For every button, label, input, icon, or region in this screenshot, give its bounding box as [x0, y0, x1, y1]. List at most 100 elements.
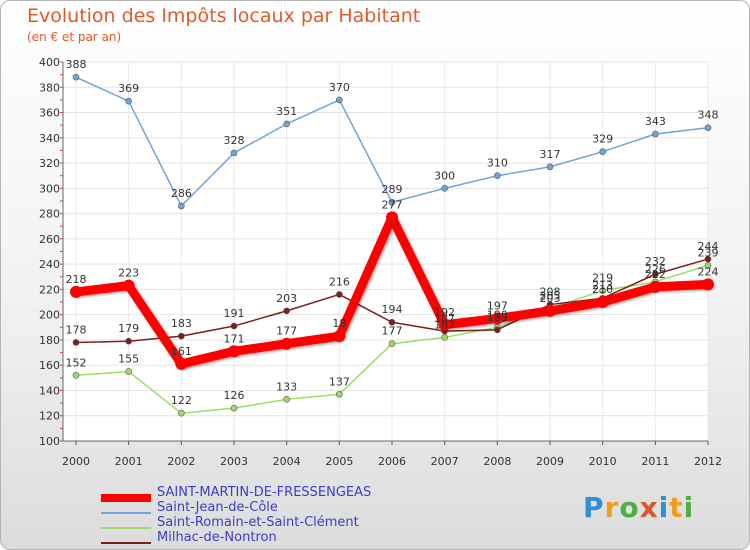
- data-point: [704, 262, 712, 269]
- data-label: 328: [224, 134, 245, 147]
- legend-label: Saint-Romain-et-Saint-Clément: [157, 515, 359, 530]
- legend-label: Saint-Jean-de-Côle: [157, 500, 278, 515]
- plot-area: [63, 62, 708, 441]
- data-point: [283, 396, 290, 403]
- data-point: [333, 330, 346, 343]
- data-point: [386, 211, 398, 224]
- data-label: 370: [329, 81, 350, 94]
- data-label: 329: [592, 133, 613, 146]
- data-label: 190: [487, 308, 508, 321]
- data-point: [494, 326, 501, 334]
- legend-swatch-saint-romain: [101, 527, 151, 529]
- y-tick-label: 180: [39, 334, 60, 347]
- data-point: [230, 404, 238, 412]
- legend-swatch-saint-martin: [101, 494, 151, 502]
- data-point: [178, 332, 185, 340]
- data-label: 205: [540, 289, 561, 302]
- y-tick-label: 400: [39, 56, 60, 69]
- data-label: 388: [66, 58, 87, 71]
- data-label: 224: [698, 265, 719, 278]
- data-point: [70, 285, 82, 298]
- data-point: [72, 372, 80, 379]
- x-tick-label: 2003: [220, 455, 248, 468]
- data-label: 317: [540, 148, 561, 161]
- data-point: [438, 318, 451, 331]
- y-tick-label: 380: [39, 81, 60, 94]
- data-label: 161: [171, 345, 192, 358]
- x-tick-label: 2005: [325, 455, 353, 468]
- chart-title: Evolution des Impôts locaux par Habitant: [27, 5, 421, 27]
- x-tick-label: 2006: [378, 455, 406, 468]
- data-point: [388, 340, 396, 348]
- data-label: 216: [329, 275, 350, 288]
- y-tick-label: 240: [39, 258, 60, 271]
- data-label: 133: [276, 380, 297, 393]
- data-point: [122, 279, 135, 292]
- chart-subtitle: (en € et par an): [27, 30, 122, 44]
- data-label: 194: [382, 303, 403, 316]
- y-tick-label: 280: [39, 208, 60, 221]
- data-point: [388, 318, 396, 326]
- data-point: [283, 120, 290, 128]
- data-label: 239: [698, 246, 719, 259]
- data-point: [72, 339, 80, 346]
- data-point: [441, 334, 448, 341]
- legend-label: Milhac-de-Nontron: [157, 530, 277, 545]
- data-label: 244: [698, 240, 719, 253]
- y-tick-label: 260: [39, 233, 60, 246]
- data-point: [652, 270, 659, 278]
- y-tick-label: 340: [39, 132, 60, 145]
- x-tick-label: 2008: [483, 455, 511, 468]
- legend-swatch-saint-jean: [101, 512, 151, 514]
- data-label: 155: [118, 353, 139, 366]
- data-label: 187: [434, 312, 455, 325]
- data-point: [230, 149, 238, 157]
- data-point: [649, 280, 662, 293]
- y-tick-label: 320: [39, 157, 60, 170]
- data-point: [125, 368, 132, 375]
- data-point: [596, 296, 609, 309]
- data-label: 191: [224, 307, 245, 320]
- data-label: 189: [487, 311, 508, 324]
- data-label: 218: [66, 273, 87, 286]
- data-label: 171: [224, 332, 245, 345]
- data-label: 348: [698, 109, 719, 122]
- data-label: 192: [434, 306, 455, 319]
- data-point: [175, 357, 188, 370]
- data-point: [388, 198, 396, 206]
- x-tick-label: 2007: [431, 455, 459, 468]
- y-tick-label: 360: [39, 107, 60, 120]
- y-tick-label: 140: [39, 384, 60, 397]
- data-label: 179: [118, 322, 139, 335]
- data-label: 183: [171, 317, 192, 330]
- data-label: 122: [171, 394, 192, 407]
- data-label: 203: [276, 292, 297, 305]
- data-label: 137: [329, 375, 350, 388]
- legend-swatch-milhac: [101, 542, 151, 544]
- data-label: 286: [171, 187, 192, 200]
- data-label: 213: [592, 279, 613, 292]
- data-label: 18: [332, 317, 346, 330]
- data-label: 178: [66, 323, 87, 336]
- x-tick-label: 2004: [273, 455, 301, 468]
- data-point: [336, 291, 343, 298]
- data-point: [599, 287, 606, 294]
- x-tick-label: 2010: [589, 455, 617, 468]
- data-point: [494, 172, 501, 179]
- data-label: 210: [592, 283, 613, 296]
- x-tick-label: 2001: [115, 455, 143, 468]
- data-point: [599, 148, 606, 155]
- y-tick-label: 160: [39, 359, 60, 372]
- data-label: 197: [487, 299, 508, 312]
- data-label: 152: [66, 356, 87, 369]
- legend-label: SAINT-MARTIN-DE-FRESSENGEAS: [157, 485, 372, 500]
- data-point: [702, 278, 714, 291]
- data-point: [283, 307, 290, 315]
- data-point: [652, 130, 659, 138]
- y-tick-label: 120: [39, 410, 60, 423]
- y-tick-label: 100: [39, 435, 60, 448]
- data-point: [228, 345, 240, 358]
- data-label: 203: [540, 292, 561, 305]
